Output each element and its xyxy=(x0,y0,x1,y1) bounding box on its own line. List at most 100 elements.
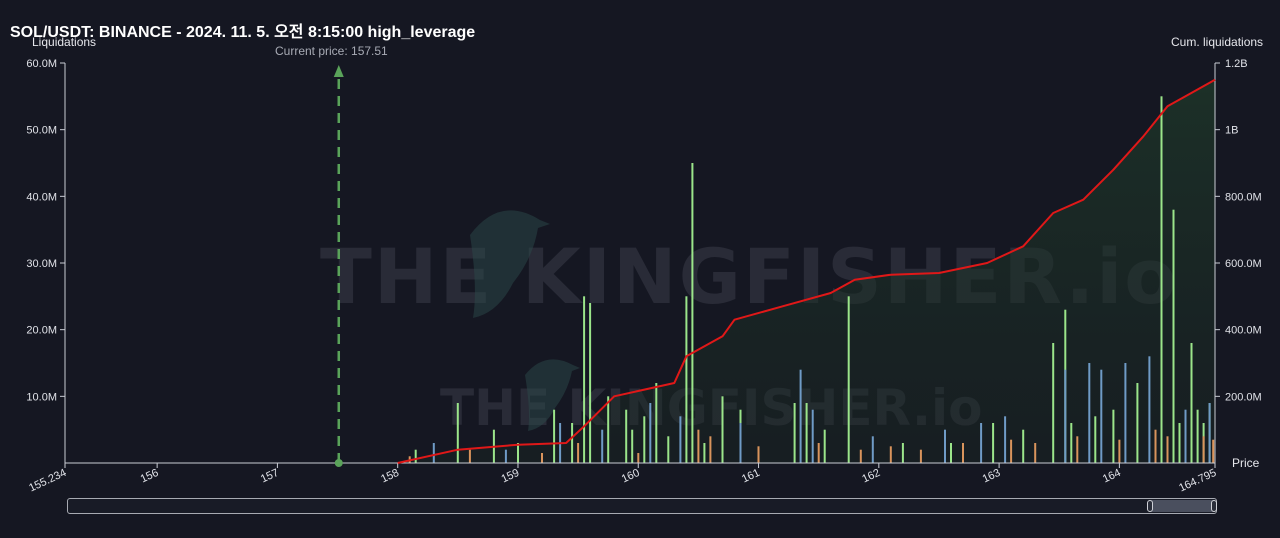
scrollbar-thumb[interactable] xyxy=(1147,500,1217,512)
x-tick-label: 163 xyxy=(981,467,1003,486)
current-price-arrow xyxy=(333,65,344,77)
y-tick-label-right: 600.0M xyxy=(1225,258,1262,270)
liquidation-bar xyxy=(1010,439,1013,463)
x-tick-label: 164 xyxy=(1101,467,1123,486)
liquidation-bar xyxy=(517,443,519,463)
x-tick-label: 155.234 xyxy=(27,467,68,495)
x-tick-label: 161 xyxy=(740,467,762,486)
liquidation-bar xyxy=(643,416,646,463)
liquidation-bar xyxy=(1100,369,1103,463)
liquidation-bar xyxy=(1094,416,1097,463)
liquidation-bar xyxy=(667,436,670,463)
liquidation-bar xyxy=(871,436,874,463)
liquidation-bar xyxy=(1196,409,1199,463)
liquidation-bar xyxy=(1070,423,1073,463)
liquidation-bar xyxy=(1118,439,1121,463)
liquidation-bar xyxy=(691,163,694,463)
y-tick-label-left: 10.0M xyxy=(26,391,57,403)
x-tick-label: 156 xyxy=(139,467,161,486)
liquidation-bar xyxy=(583,296,586,463)
y-tick-label-left: 20.0M xyxy=(26,325,57,337)
x-tick-label: 158 xyxy=(379,467,401,486)
y-tick-label-left: 60.0M xyxy=(26,58,57,70)
liquidation-bar xyxy=(962,443,964,463)
liquidation-bar xyxy=(1160,96,1163,464)
liquidation-bar xyxy=(1004,416,1007,463)
scrollbar-right-handle[interactable] xyxy=(1211,500,1217,512)
liquidation-bar xyxy=(1022,429,1025,463)
liquidation-bar xyxy=(1148,356,1151,463)
liquidation-bar xyxy=(811,409,814,463)
liquidation-bar xyxy=(817,443,820,463)
range-scrollbar[interactable] xyxy=(67,498,1217,514)
liquidation-bar xyxy=(1184,409,1187,463)
current-price-dot xyxy=(334,459,343,467)
liquidation-bar xyxy=(1076,436,1079,463)
liquidation-bar xyxy=(631,429,634,463)
liquidation-bar xyxy=(697,429,700,463)
y-tick-label-right: 1B xyxy=(1225,125,1238,137)
liquidation-bar xyxy=(1136,383,1139,463)
current-price-marker xyxy=(333,65,344,467)
liquidation-bar xyxy=(944,429,946,463)
cumulative-area-fill xyxy=(397,79,1215,463)
liquidation-bar xyxy=(757,446,760,463)
y-axis-title-left: Liquidations xyxy=(32,35,97,49)
liquidation-bar xyxy=(1088,363,1091,463)
x-tick-label: 157 xyxy=(259,467,281,486)
liquidation-bar xyxy=(889,446,892,463)
liquidation-bar xyxy=(504,449,507,463)
liquidation-bar xyxy=(1190,343,1193,463)
liquidation-bar xyxy=(919,449,922,463)
current-price-label: Current price: 157.51 xyxy=(275,44,388,58)
kingfisher-logo-small xyxy=(525,359,580,431)
liquidation-bar xyxy=(739,423,742,463)
liquidation-bar xyxy=(859,449,862,463)
y-tick-label-left: 30.0M xyxy=(26,258,57,270)
liquidation-bar xyxy=(625,409,628,463)
liquidation-bar xyxy=(649,403,652,463)
y-tick-label-left: 40.0M xyxy=(26,191,57,203)
liquidation-bar xyxy=(414,449,417,463)
liquidation-bar xyxy=(655,383,658,463)
y-tick-label-right: 200.0M xyxy=(1225,391,1262,403)
cumulative-line xyxy=(397,78,1216,464)
liquidation-bar xyxy=(1124,363,1127,463)
liquidation-bar xyxy=(1172,209,1175,463)
chart-title: SOL/USDT: BINANCE - 2024. 11. 5. 오전 8:15… xyxy=(10,24,476,41)
liquidation-bar xyxy=(637,453,640,463)
cumulative-liquidations-line xyxy=(397,78,1216,464)
kingfisher-logo-large xyxy=(470,210,550,318)
liquidation-bar xyxy=(685,296,688,463)
liquidation-bar xyxy=(980,423,983,463)
liquidation-bar xyxy=(679,416,682,463)
liquidation-bar xyxy=(541,453,543,463)
liquidation-bar xyxy=(950,443,952,463)
liquidation-bar xyxy=(901,443,904,463)
liquidation-bar xyxy=(799,369,802,463)
y-axis-title-right: Cum. liquidations xyxy=(1171,35,1264,49)
liquidation-bar xyxy=(601,429,604,463)
liquidation-bar xyxy=(1154,429,1157,463)
liquidation-bar xyxy=(1166,436,1169,463)
x-tick-label: 159 xyxy=(500,467,522,486)
liquidation-bar xyxy=(1112,409,1115,463)
liquidation-bar xyxy=(577,443,580,463)
scrollbar-left-handle[interactable] xyxy=(1147,500,1153,512)
liquidation-bars xyxy=(408,96,1215,464)
liquidation-bar xyxy=(847,296,850,463)
liquidation-bar xyxy=(1064,369,1067,463)
liquidation-bar xyxy=(709,436,712,463)
liquidation-bar xyxy=(1212,439,1215,463)
liquidation-bar xyxy=(468,449,471,463)
liquidation-bar xyxy=(1178,423,1181,463)
liquidation-bar xyxy=(992,423,995,463)
x-axis-title: Price xyxy=(1232,456,1260,470)
y-tick-label-left: 50.0M xyxy=(26,125,57,137)
liquidation-bar xyxy=(793,403,796,463)
y-tick-label-right: 800.0M xyxy=(1225,191,1262,203)
liquidation-bar xyxy=(703,443,706,463)
liquidation-bar xyxy=(589,303,592,463)
x-tick-label: 160 xyxy=(620,467,642,486)
